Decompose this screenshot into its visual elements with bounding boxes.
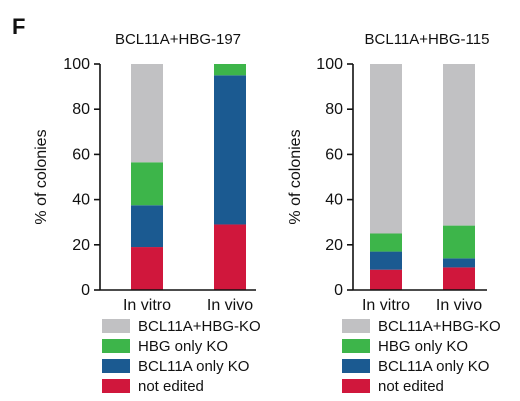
chart-bcl11a-hbg-197: BCL11A+HBG-197 % of colonies In vitro In vi… [33, 31, 261, 395]
bar-segment-bcl11a-only-ko-in-vitro [370, 251, 402, 270]
legend-swatch-not-edited [342, 379, 370, 393]
y-tick-label: 20 [325, 237, 343, 254]
legend-label: BCL11A+HBG-KO [138, 318, 261, 335]
legend-label: HBG only KO [378, 338, 468, 355]
bar-segment-bcl11a-only-ko-in-vivo [443, 258, 475, 268]
y-tick-label: 40 [72, 192, 90, 209]
y-tick-label: 60 [325, 146, 343, 163]
x-tick-label: In vivo [436, 297, 482, 314]
bar-segment-bcl11a-only-ko-in-vitro [131, 205, 163, 248]
legend-label: HBG only KO [138, 338, 228, 355]
y-tick-label: 80 [325, 101, 343, 118]
y-tick-label: 80 [72, 101, 90, 118]
bar-segment-hbg-only-ko-in-vitro [370, 233, 402, 252]
legend-swatch-bcl11a-only-ko [342, 359, 370, 373]
y-tick-label: 60 [72, 146, 90, 163]
chart-bcl11a-hbg-115: BCL11A+HBG-115 % of colonies In vitro In vi… [287, 31, 501, 395]
bar-segment-hbg-only-ko-in-vivo [214, 64, 246, 76]
legend-swatch-not-edited [102, 379, 130, 393]
y-tick-label: 100 [316, 56, 343, 73]
bar-segment-bcl11a-hbg-ko-in-vitro [370, 64, 402, 234]
y-tick-label: 20 [72, 237, 90, 254]
bar-segment-not-edited-in-vivo [214, 224, 246, 290]
x-tick-label: In vivo [207, 297, 253, 314]
legend-swatch-bcl11a-hbg-ko [102, 319, 130, 333]
legend-label: not edited [138, 378, 204, 395]
bar-segment-hbg-only-ko-in-vivo [443, 225, 475, 259]
legend-swatch-hbg-only-ko [342, 339, 370, 353]
x-tick-label: In vitro [362, 297, 410, 314]
y-tick-label: 0 [334, 282, 343, 299]
bar-segment-not-edited-in-vitro [370, 269, 402, 290]
chart-title: BCL11A+HBG-197 [115, 31, 241, 48]
bar-segment-bcl11a-hbg-ko-in-vivo [443, 64, 475, 226]
legend-swatch-bcl11a-only-ko [102, 359, 130, 373]
y-tick-label: 100 [63, 56, 90, 73]
x-tick-label: In vitro [123, 297, 171, 314]
legend-label: BCL11A only KO [138, 358, 249, 375]
panel-label: F [12, 14, 25, 39]
legend-swatch-bcl11a-hbg-ko [342, 319, 370, 333]
y-tick-label: 40 [325, 192, 343, 209]
legend-swatch-hbg-only-ko [102, 339, 130, 353]
bar-segment-not-edited-in-vivo [443, 267, 475, 290]
bar-segment-not-edited-in-vitro [131, 247, 163, 290]
y-axis-label: % of colonies [287, 129, 304, 224]
legend-label: BCL11A+HBG-KO [378, 318, 501, 335]
y-tick-label: 0 [81, 282, 90, 299]
bar-segment-bcl11a-only-ko-in-vivo [214, 75, 246, 225]
legend-label: not edited [378, 378, 444, 395]
bar-segment-bcl11a-hbg-ko-in-vitro [131, 64, 163, 163]
legend-label: BCL11A only KO [378, 358, 489, 375]
chart-title: BCL11A+HBG-115 [365, 31, 490, 48]
bar-segment-hbg-only-ko-in-vitro [131, 162, 163, 206]
y-axis-label: % of colonies [33, 129, 50, 224]
